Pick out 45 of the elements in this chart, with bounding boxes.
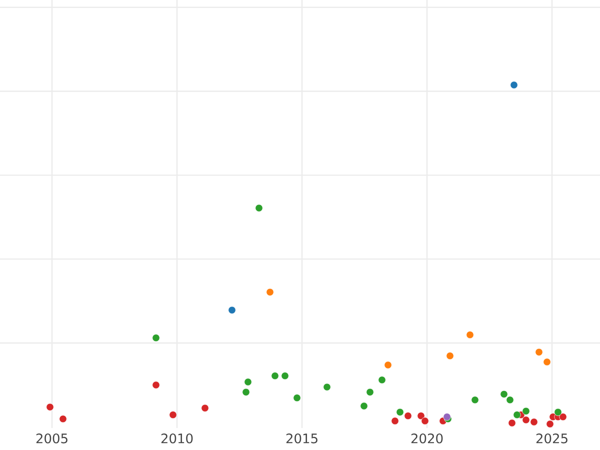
point [500, 390, 508, 398]
point [513, 411, 521, 419]
point [559, 413, 567, 421]
point [169, 411, 177, 419]
point [546, 420, 554, 428]
point [384, 361, 392, 369]
point [366, 388, 374, 396]
point [446, 352, 454, 360]
point [471, 396, 479, 404]
point [554, 408, 562, 416]
point [59, 415, 67, 423]
point [522, 407, 530, 415]
x-tick-label: 2020 [411, 434, 443, 444]
point [281, 372, 289, 380]
point [522, 416, 530, 424]
point [271, 372, 279, 380]
point [466, 331, 474, 339]
point [46, 403, 54, 411]
point [543, 358, 551, 366]
point [508, 419, 516, 427]
point [242, 388, 250, 396]
point [535, 348, 543, 356]
point [391, 417, 399, 425]
point [404, 412, 412, 420]
point [421, 417, 429, 425]
point [323, 383, 331, 391]
point [244, 378, 252, 386]
point [360, 402, 368, 410]
x-tick-label: 2025 [536, 434, 568, 444]
point [152, 381, 160, 389]
point [417, 412, 425, 420]
point [506, 396, 514, 404]
point [228, 306, 236, 314]
point [293, 394, 301, 402]
x-tick-label: 2005 [36, 434, 68, 444]
point [266, 288, 274, 296]
point [152, 334, 160, 342]
point [530, 418, 538, 426]
point [396, 408, 404, 416]
point [201, 404, 209, 412]
point [510, 81, 518, 89]
point [255, 204, 263, 212]
x-tick-label: 2010 [161, 434, 193, 444]
point [378, 376, 386, 384]
x-tick-label: 2015 [286, 434, 318, 444]
